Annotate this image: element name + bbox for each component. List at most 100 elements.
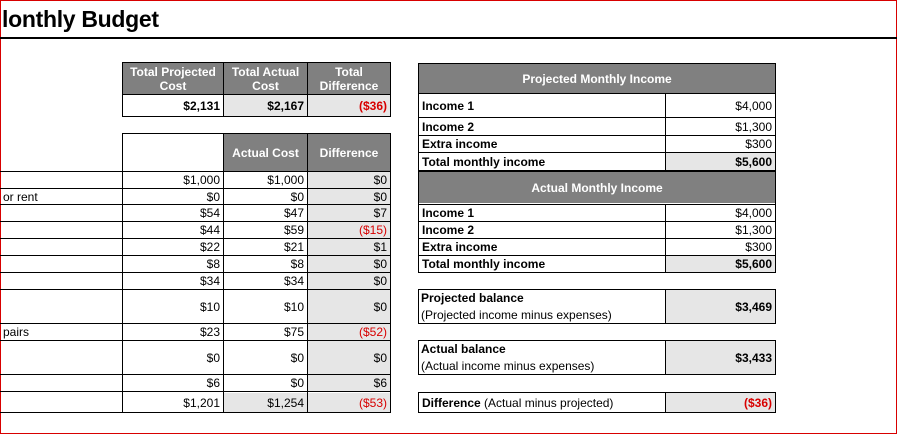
expense-difference-cell[interactable]: ($15) bbox=[308, 222, 390, 238]
expense-projected-cell[interactable]: $6 bbox=[206, 376, 220, 390]
projected-income-label[interactable]: Income 2 bbox=[422, 119, 475, 134]
expense-difference-cell[interactable]: $0 bbox=[308, 256, 390, 272]
summary-projected-value[interactable]: $2,131 bbox=[183, 98, 220, 113]
expense-divider bbox=[0, 391, 391, 392]
projected-balance-label[interactable]: Projected balance bbox=[421, 291, 524, 305]
difference-divider bbox=[665, 392, 666, 413]
expense-divider bbox=[223, 133, 224, 413]
expense-actual-cell[interactable]: $0 bbox=[290, 376, 304, 390]
expense-header-actual[interactable]: Actual Cost bbox=[224, 134, 307, 171]
summary-border bbox=[122, 62, 391, 117]
expense-difference-cell[interactable]: $0 bbox=[308, 172, 390, 188]
projected-balance-border bbox=[418, 289, 776, 324]
summary-header-difference[interactable]: Total Difference bbox=[308, 63, 390, 94]
expense-actual-cell[interactable]: $8 bbox=[290, 257, 304, 271]
expense-difference-cell[interactable]: $6 bbox=[308, 375, 390, 391]
expense-actual-cell[interactable]: $0 bbox=[290, 189, 304, 204]
summary-difference-value[interactable]: ($36) bbox=[308, 95, 390, 116]
expense-actual-total[interactable]: $1,254 bbox=[224, 393, 307, 412]
expense-difference-total[interactable]: ($53) bbox=[308, 393, 390, 412]
expense-row-label[interactable] bbox=[0, 375, 122, 391]
expense-divider bbox=[307, 133, 308, 413]
projected-income-divider bbox=[418, 93, 776, 94]
title-underline bbox=[0, 37, 897, 39]
expense-difference-cell[interactable]: $0 bbox=[308, 273, 390, 289]
expense-actual-cell[interactable]: $34 bbox=[283, 274, 304, 288]
expense-difference-cell[interactable]: $0 bbox=[308, 189, 390, 204]
expense-total-label[interactable] bbox=[0, 393, 122, 412]
actual-income-label[interactable]: Income 1 bbox=[422, 206, 475, 220]
actual-income-value[interactable]: $1,300 bbox=[735, 223, 772, 237]
expense-difference-cell[interactable]: $0 bbox=[308, 341, 390, 374]
difference-value[interactable]: ($36) bbox=[666, 393, 775, 412]
expense-projected-cell[interactable]: $54 bbox=[199, 206, 220, 220]
summary-actual-value[interactable]: $2,167 bbox=[224, 95, 307, 116]
projected-income-total-value[interactable]: $5,600 bbox=[666, 153, 775, 170]
expense-projected-cell[interactable]: $0 bbox=[206, 189, 220, 204]
expense-difference-cell[interactable]: $1 bbox=[308, 239, 390, 255]
projected-income-value[interactable]: $1,300 bbox=[735, 119, 772, 134]
expense-actual-cell[interactable]: $10 bbox=[283, 299, 304, 314]
expense-actual-cell[interactable]: $59 bbox=[283, 223, 304, 237]
projected-income-header[interactable]: Projected Monthly Income bbox=[419, 64, 775, 93]
summary-header-actual[interactable]: Total Actual Cost bbox=[224, 63, 307, 94]
projected-income-value[interactable]: $300 bbox=[745, 137, 772, 151]
expense-actual-cell[interactable]: $47 bbox=[283, 206, 304, 220]
expense-row-label[interactable]: or rent bbox=[3, 189, 38, 204]
actual-income-value[interactable]: $300 bbox=[745, 240, 772, 254]
expense-row-label[interactable] bbox=[0, 256, 122, 272]
expense-difference-cell[interactable]: $7 bbox=[308, 205, 390, 221]
projected-income-divider bbox=[418, 152, 776, 153]
expense-row-label[interactable] bbox=[0, 239, 122, 255]
expense-projected-cell[interactable]: $8 bbox=[206, 257, 220, 271]
projected-balance-note: (Projected income minus expenses) bbox=[421, 308, 612, 322]
expense-row-label[interactable] bbox=[0, 205, 122, 221]
difference-label: Difference bbox=[422, 395, 481, 410]
expense-row-label[interactable] bbox=[0, 290, 122, 323]
actual-income-total-label[interactable]: Total monthly income bbox=[422, 257, 546, 271]
expense-divider bbox=[0, 221, 391, 222]
expense-projected-cell[interactable]: $10 bbox=[199, 299, 220, 314]
expense-row-label[interactable]: pairs bbox=[3, 325, 30, 339]
difference-label-cell[interactable]: Difference (Actual minus projected) bbox=[419, 393, 665, 412]
projected-income-divider bbox=[665, 93, 666, 171]
projected-income-total-label[interactable]: Total monthly income bbox=[422, 154, 546, 169]
expense-projected-total[interactable]: $1,201 bbox=[183, 395, 220, 410]
projected-income-divider bbox=[418, 117, 776, 118]
projected-balance-value[interactable]: $3,469 bbox=[666, 290, 775, 323]
expense-difference-cell[interactable]: $0 bbox=[308, 290, 390, 323]
expense-projected-cell[interactable]: $22 bbox=[199, 240, 220, 254]
projected-income-label[interactable]: Income 1 bbox=[422, 98, 475, 113]
actual-income-total-value[interactable]: $5,600 bbox=[666, 256, 775, 272]
expense-projected-cell[interactable]: $44 bbox=[199, 223, 220, 237]
expense-actual-cell[interactable]: $1,000 bbox=[267, 173, 304, 187]
expense-projected-cell[interactable]: $34 bbox=[199, 274, 220, 288]
actual-income-border bbox=[418, 171, 776, 273]
expense-projected-cell[interactable]: $0 bbox=[206, 350, 220, 365]
difference-border bbox=[418, 392, 776, 413]
expense-difference-cell[interactable]: ($52) bbox=[308, 324, 390, 340]
actual-balance-value[interactable]: $3,433 bbox=[666, 341, 775, 374]
expense-actual-cell[interactable]: $0 bbox=[290, 350, 304, 365]
projected-income-value[interactable]: $4,000 bbox=[735, 98, 772, 113]
expense-projected-cell[interactable]: $1,000 bbox=[183, 173, 220, 187]
expense-divider bbox=[0, 340, 391, 341]
expense-actual-cell[interactable]: $21 bbox=[283, 240, 304, 254]
actual-income-value[interactable]: $4,000 bbox=[735, 206, 772, 220]
expense-row-label[interactable] bbox=[0, 273, 122, 289]
actual-income-label[interactable]: Extra income bbox=[422, 240, 498, 254]
expense-divider bbox=[0, 272, 391, 273]
expense-header-projected[interactable] bbox=[123, 134, 223, 171]
expense-row-label[interactable] bbox=[0, 172, 122, 188]
expense-actual-cell[interactable]: $75 bbox=[283, 325, 304, 339]
actual-balance-label[interactable]: Actual balance bbox=[421, 342, 506, 356]
expense-header-difference[interactable]: Difference bbox=[308, 134, 390, 171]
actual-income-label[interactable]: Income 2 bbox=[422, 223, 475, 237]
actual-income-header[interactable]: Actual Monthly Income bbox=[419, 172, 775, 203]
expense-projected-cell[interactable]: $23 bbox=[199, 325, 220, 339]
projected-income-label[interactable]: Extra income bbox=[422, 137, 498, 151]
summary-header-projected[interactable]: Total Projected Cost bbox=[123, 63, 223, 94]
expense-row-label[interactable] bbox=[0, 222, 122, 238]
summary-divider bbox=[122, 94, 391, 95]
expense-row-label[interactable] bbox=[0, 341, 122, 374]
